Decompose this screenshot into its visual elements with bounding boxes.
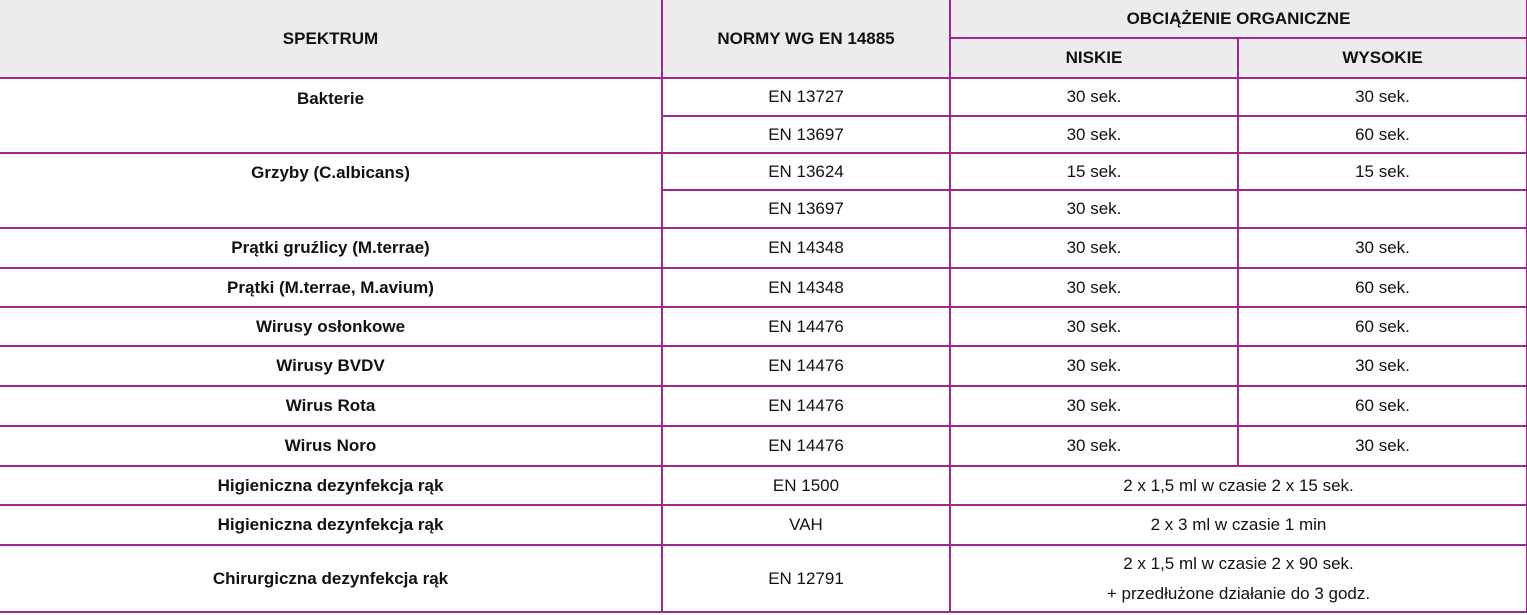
- table-row: Wirusy BVDV EN 14476 30 sek. 30 sek.: [0, 345, 1527, 387]
- low-cell: 30 sek.: [949, 227, 1239, 269]
- high-cell: 30 sek.: [1237, 227, 1527, 269]
- norm-cell: EN 13727: [661, 77, 951, 117]
- header-organic-load: OBCIĄŻENIE ORGANICZNE: [949, 0, 1527, 39]
- norm-cell: EN 1500: [661, 465, 951, 506]
- high-cell: 60 sek.: [1237, 306, 1527, 347]
- high-cell: 30 sek.: [1237, 425, 1527, 467]
- spectrum-cell: Prątki gruźlicy (M.terrae): [0, 227, 663, 269]
- combined-cell: 2 x 1,5 ml w czasie 2 x 15 sek.: [949, 465, 1527, 506]
- norm-cell: EN 13697: [662, 189, 951, 229]
- spectrum-cell: Wirusy BVDV: [0, 345, 663, 387]
- high-cell: 60 sek.: [1237, 267, 1527, 308]
- low-cell: 30 sek.: [949, 425, 1239, 467]
- table-row: Higieniczna dezynfekcja rąk EN 1500 2 x …: [0, 465, 1527, 506]
- high-cell: [1237, 189, 1527, 229]
- combined-cell: 2 x 3 ml w czasie 1 min: [949, 504, 1527, 546]
- norm-cell: EN 13624: [661, 152, 951, 191]
- high-cell: 60 sek.: [1237, 385, 1527, 427]
- low-cell: 30 sek.: [949, 345, 1239, 387]
- norm-cell: EN 14476: [661, 385, 951, 427]
- table-row: Prątki (M.terrae, M.avium) EN 14348 30 s…: [0, 267, 1527, 308]
- header-low: NISKIE: [950, 37, 1239, 79]
- table-row: Higieniczna dezynfekcja rąk VAH 2 x 3 ml…: [0, 504, 1527, 546]
- spectrum-cell: Wirus Noro: [0, 425, 663, 467]
- high-cell: 60 sek.: [1237, 115, 1527, 154]
- norm-cell: VAH: [661, 504, 951, 546]
- spectrum-cell: Bakterie: [0, 77, 663, 154]
- header-norms: NORMY WG EN 14885: [661, 0, 951, 79]
- norm-cell: EN 14348: [661, 227, 951, 269]
- norm-cell: EN 14476: [661, 345, 951, 387]
- table-row: Wirus Noro EN 14476 30 sek. 30 sek.: [0, 425, 1527, 467]
- spectrum-cell: Higieniczna dezynfekcja rąk: [0, 465, 663, 506]
- table-row: Wirus Rota EN 14476 30 sek. 60 sek.: [0, 385, 1527, 427]
- table-row: EN 13697 30 sek. 60 sek.: [0, 115, 1527, 154]
- combined-line-1: 2 x 1,5 ml w czasie 2 x 90 sek.: [1123, 553, 1354, 573]
- table-row: EN 13697 30 sek.: [0, 189, 1527, 229]
- low-cell: 30 sek.: [949, 77, 1239, 117]
- spectrum-cell: Wirusy osłonkowe: [0, 306, 663, 347]
- norm-cell: EN 14476: [661, 425, 951, 467]
- table-row: Bakterie EN 13727 30 sek. 30 sek.: [0, 77, 1527, 154]
- norm-cell: EN 14348: [661, 267, 951, 308]
- norm-cell: EN 14476: [661, 306, 951, 347]
- table-row: Grzyby (C.albicans) EN 13624 15 sek. 15 …: [0, 152, 1527, 229]
- norm-cell: EN 12791: [661, 544, 951, 613]
- low-cell: 30 sek.: [949, 306, 1239, 347]
- low-cell: 30 sek.: [949, 115, 1239, 154]
- low-cell: 30 sek.: [949, 189, 1239, 229]
- norm-cell: EN 13697: [662, 115, 951, 154]
- spectrum-cell: Prątki (M.terrae, M.avium): [0, 267, 663, 308]
- high-cell: 15 sek.: [1237, 152, 1527, 191]
- spectrum-cell: Wirus Rota: [0, 385, 663, 427]
- header-spectrum: SPEKTRUM: [0, 0, 663, 79]
- low-cell: 30 sek.: [949, 267, 1239, 308]
- table-row: Chirurgiczna dezynfekcja rąk EN 12791 2 …: [0, 544, 1527, 613]
- table-row: Prątki gruźlicy (M.terrae) EN 14348 30 s…: [0, 227, 1527, 269]
- low-cell: 30 sek.: [949, 385, 1239, 427]
- table-row: Wirusy osłonkowe EN 14476 30 sek. 60 sek…: [0, 306, 1527, 347]
- spectrum-cell: Grzyby (C.albicans): [0, 152, 663, 229]
- high-cell: 30 sek.: [1237, 77, 1527, 117]
- low-cell: 15 sek.: [949, 152, 1239, 191]
- high-cell: 30 sek.: [1237, 345, 1527, 387]
- combined-line-2: + przedłużone działanie do 3 godz.: [1106, 583, 1371, 603]
- spectrum-cell: Higieniczna dezynfekcja rąk: [0, 504, 663, 546]
- header-high: WYSOKIE: [1237, 37, 1527, 79]
- combined-cell: 2 x 1,5 ml w czasie 2 x 90 sek. + przedł…: [949, 544, 1527, 613]
- spectrum-cell: Chirurgiczna dezynfekcja rąk: [0, 544, 663, 613]
